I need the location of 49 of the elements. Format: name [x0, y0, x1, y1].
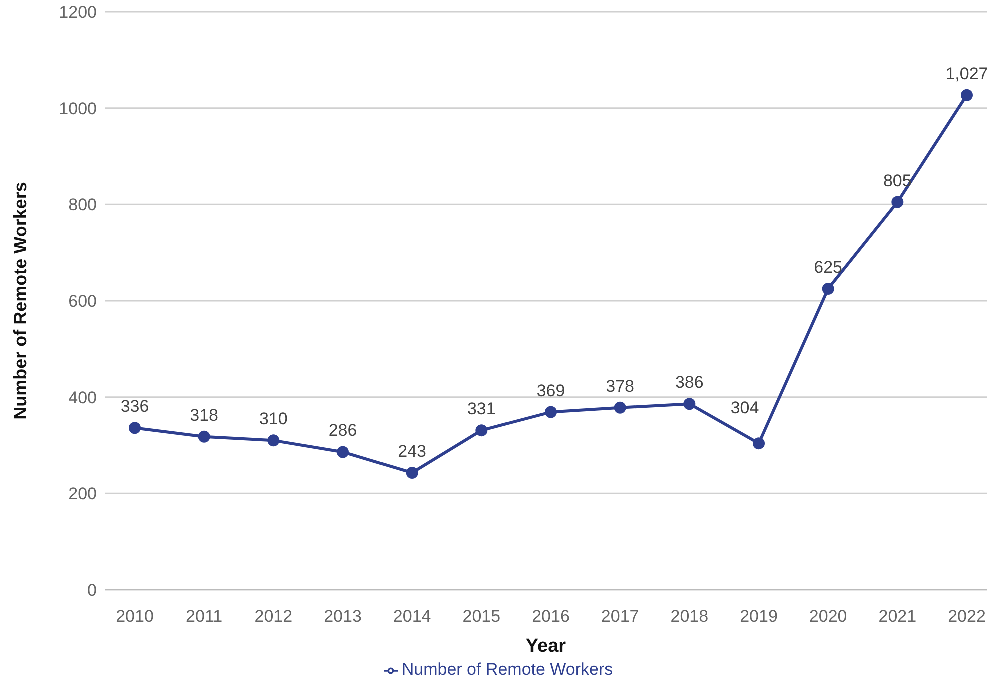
point: [822, 282, 834, 295]
point: [545, 406, 557, 418]
x-tick-label: 2015: [462, 607, 501, 626]
y-tick-label: 200: [68, 484, 97, 504]
data-label: 378: [606, 376, 635, 396]
x-tick-label: 2011: [186, 607, 223, 626]
point: [961, 89, 973, 102]
point: [684, 398, 696, 410]
x-tick-label: 2020: [809, 607, 848, 626]
data-label: 625: [814, 258, 843, 277]
point: [198, 430, 210, 443]
point: [476, 424, 488, 437]
x-tick-label: 2018: [670, 607, 709, 626]
legend-label: Number of Remote Workers: [402, 660, 614, 679]
data-label: 304: [730, 398, 760, 418]
x-tick-label: 2017: [601, 607, 640, 626]
data-label: 243: [398, 442, 427, 461]
data-label: 386: [675, 373, 704, 392]
point: [268, 434, 280, 447]
x-tick-label: 2014: [393, 607, 432, 626]
data-label: 805: [883, 171, 912, 190]
data-label: 286: [328, 421, 358, 440]
data-label: 310: [259, 410, 288, 429]
data-label: 331: [467, 400, 496, 419]
point: [406, 466, 418, 479]
x-tick-label: 2019: [740, 607, 778, 626]
x-tick-label: 2013: [324, 607, 362, 626]
data-label: 369: [536, 381, 566, 400]
y-axis-title: Number of Remote Workers: [10, 182, 30, 420]
y-tick-label: 400: [68, 388, 97, 408]
point: [892, 196, 904, 208]
y-tick-label: 600: [68, 292, 97, 312]
x-tick-label: 2021: [878, 607, 917, 626]
x-tick-label: 2016: [532, 607, 570, 626]
point: [753, 438, 765, 450]
x-tick-label: 2022: [948, 607, 986, 626]
x-axis-title: Year: [526, 636, 567, 657]
point: [337, 446, 349, 458]
point: [614, 402, 626, 414]
data-label: 336: [120, 397, 150, 416]
y-tick-label: 0: [88, 581, 97, 600]
y-tick-label: 1200: [59, 3, 97, 22]
point: [129, 422, 141, 434]
y-tick-label: 1000: [59, 99, 97, 118]
x-tick-label: 2012: [254, 607, 293, 626]
data-label: 318: [190, 406, 219, 425]
data-label: 1,027: [946, 64, 988, 84]
x-tick-label: 2010: [116, 607, 154, 626]
y-tick-label: 800: [68, 196, 97, 215]
